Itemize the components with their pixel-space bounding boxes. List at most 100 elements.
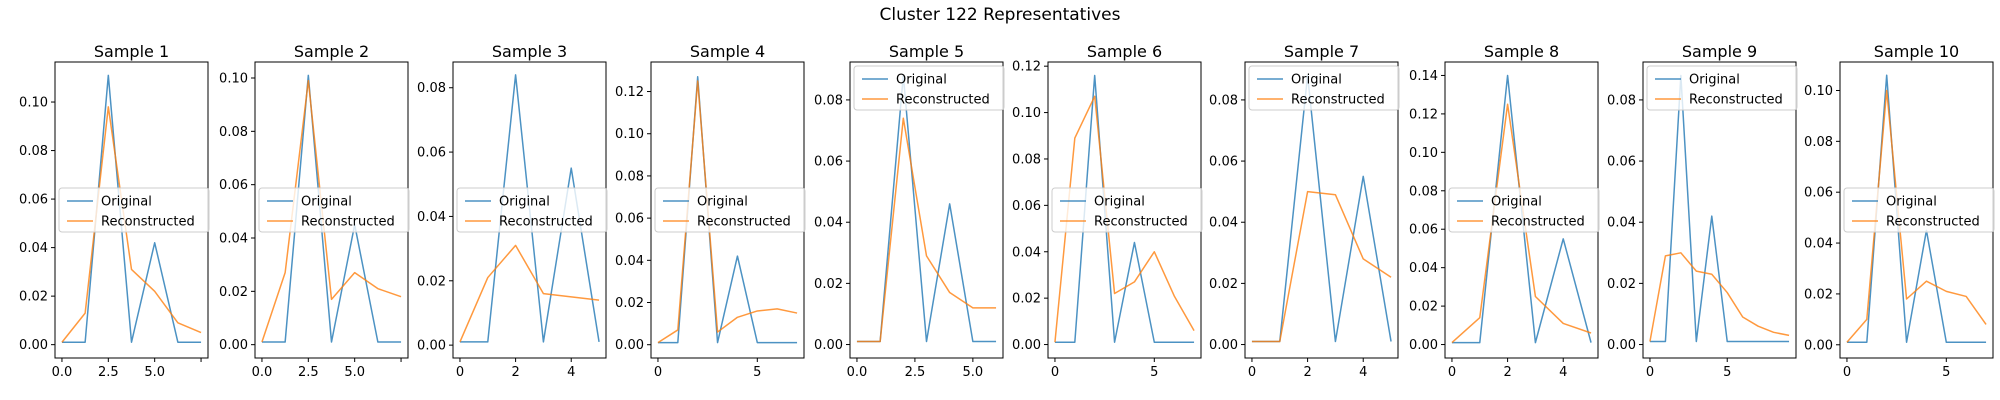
legend-label: Original xyxy=(301,195,352,210)
subplot-title: Sample 2 xyxy=(294,42,369,61)
legend-label: Reconstructed xyxy=(101,215,195,230)
y-tick-label: 0.04 xyxy=(814,216,843,231)
y-tick-label: 0.02 xyxy=(1012,292,1041,307)
legend-label: Reconstructed xyxy=(1094,215,1188,230)
series-line-reconstructed xyxy=(261,79,402,343)
series-line-reconstructed xyxy=(61,106,202,343)
legend: Original Reconstructed xyxy=(1646,65,1798,111)
subplot-9: Sample 9 0.00 0.02 0.04 0.06 0.08 0 5 Original Re… xyxy=(1607,42,1798,380)
legend-label: Original xyxy=(1094,195,1145,210)
x-tick-label: 2 xyxy=(511,365,519,380)
y-tick-label: 0.00 xyxy=(1209,338,1238,353)
y-tick-label: 0.08 xyxy=(417,81,446,96)
y-tick-label: 0.04 xyxy=(1012,245,1041,260)
x-tick-label: 2 xyxy=(1503,365,1511,380)
x-tick-label: 2.5 xyxy=(298,365,319,380)
y-tick-label: 0.00 xyxy=(219,338,248,353)
legend-label: Original xyxy=(896,73,947,88)
subplot-5: Sample 5 0.00 0.02 0.04 0.06 0.08 0.0 2.5 5.0 Ori… xyxy=(814,42,1005,380)
y-tick-label: 0.00 xyxy=(1804,338,1833,353)
legend-label: Reconstructed xyxy=(896,93,990,108)
series-line-original xyxy=(856,74,997,343)
subplot-title: Sample 9 xyxy=(1682,42,1757,61)
legend-label: Original xyxy=(1291,73,1342,88)
series-line-original xyxy=(261,74,402,343)
y-tick-label: 0.06 xyxy=(615,212,644,227)
y-tick-label: 0.10 xyxy=(1804,84,1833,99)
axes-frame xyxy=(1642,61,1797,359)
legend: Original Reconstructed xyxy=(258,187,410,233)
series-line-reconstructed xyxy=(657,80,798,344)
legend-box xyxy=(1646,65,1798,111)
x-tick-label: 0 xyxy=(654,365,662,380)
x-tick-label: 5.0 xyxy=(344,365,365,380)
legend: Original Reconstructed xyxy=(456,187,608,233)
y-tick-label: 0.06 xyxy=(417,146,446,161)
subplot-title: Sample 1 xyxy=(94,42,169,61)
y-tick-label: 0.06 xyxy=(1409,223,1438,238)
series-line-reconstructed xyxy=(1054,95,1195,343)
y-tick-label: 0.08 xyxy=(19,144,48,159)
legend: Original Reconstructed xyxy=(1051,187,1203,233)
subplot-2: Sample 2 0.00 0.02 0.04 0.06 0.08 0.10 0.0 2.5 5.… xyxy=(219,42,410,380)
x-tick-label: 2.5 xyxy=(905,365,926,380)
y-tick-label: 0.00 xyxy=(615,338,644,353)
y-tick-label: 0.04 xyxy=(19,241,48,256)
legend-label: Reconstructed xyxy=(301,215,395,230)
y-tick-label: 0.04 xyxy=(615,254,644,269)
x-tick-label: 0.0 xyxy=(52,365,73,380)
legend-label: Reconstructed xyxy=(1689,93,1783,108)
x-tick-label: 0.0 xyxy=(252,365,273,380)
y-tick-label: 0.02 xyxy=(615,296,644,311)
y-tick-label: 0.10 xyxy=(219,72,248,87)
panels: Sample 10.000.020.040.060.080.100.0 2.5 5.… xyxy=(19,42,1995,380)
legend: Original Reconstructed xyxy=(58,187,210,233)
legend-box xyxy=(1448,187,1600,233)
y-tick-label: 0.02 xyxy=(1209,277,1238,292)
legend-label: Original xyxy=(1689,73,1740,88)
x-tick-label: 4 xyxy=(567,365,575,380)
legend-box xyxy=(654,187,806,233)
y-tick-label: 0.02 xyxy=(19,290,48,305)
y-tick-label: 0.06 xyxy=(1012,199,1041,214)
subplot-10: Sample 10 0.00 0.02 0.04 0.06 0.08 0.10 0 5 Origi… xyxy=(1804,42,1995,380)
subplot-6: Sample 6 0.00 0.02 0.04 0.06 0.08 0.10 0.12 0 5 Or… xyxy=(1012,42,1203,380)
legend: Original Reconstructed xyxy=(1248,65,1400,111)
y-tick-label: 0.10 xyxy=(1409,146,1438,161)
x-tick-label: 2 xyxy=(1303,365,1311,380)
y-tick-label: 0.02 xyxy=(219,285,248,300)
series-line-reconstructed xyxy=(1649,252,1790,342)
y-tick-label: 0.00 xyxy=(1409,338,1438,353)
y-tick-label: 0.02 xyxy=(1607,277,1636,292)
x-tick-label: 4 xyxy=(1359,365,1367,380)
series-line-reconstructed xyxy=(459,244,600,343)
legend-box xyxy=(1051,187,1203,233)
x-tick-label: 5 xyxy=(753,365,761,380)
subplot-8: Sample 8 0.00 0.02 0.04 0.06 0.08 0.10 0.12 0.14… xyxy=(1409,42,1600,380)
series-line-original xyxy=(657,76,798,344)
y-tick-label: 0.06 xyxy=(1804,186,1833,201)
y-tick-label: 0.06 xyxy=(814,155,843,170)
x-tick-label: 5.0 xyxy=(963,365,984,380)
legend-label: Original xyxy=(1491,195,1542,210)
y-tick-label: 0.04 xyxy=(219,232,248,247)
subplot-title: Sample 8 xyxy=(1484,42,1559,61)
legend-label: Original xyxy=(499,195,550,210)
y-tick-label: 0.02 xyxy=(814,277,843,292)
y-tick-label: 0.08 xyxy=(615,169,644,184)
subplot-title: Sample 5 xyxy=(889,42,964,61)
y-tick-label: 0.08 xyxy=(1012,152,1041,167)
x-tick-label: 0 xyxy=(1646,365,1654,380)
subplot-title: Sample 7 xyxy=(1284,42,1359,61)
series-line-reconstructed xyxy=(1846,89,1987,343)
x-tick-label: 2.5 xyxy=(98,365,119,380)
legend-label: Reconstructed xyxy=(1491,215,1585,230)
legend: Original Reconstructed xyxy=(1448,187,1600,233)
y-tick-label: 0.08 xyxy=(219,125,248,140)
y-tick-label: 0.00 xyxy=(814,338,843,353)
y-tick-label: 0.14 xyxy=(1409,69,1438,84)
x-tick-label: 0 xyxy=(1248,365,1256,380)
legend-box xyxy=(58,187,210,233)
axes-frame xyxy=(1244,61,1399,359)
